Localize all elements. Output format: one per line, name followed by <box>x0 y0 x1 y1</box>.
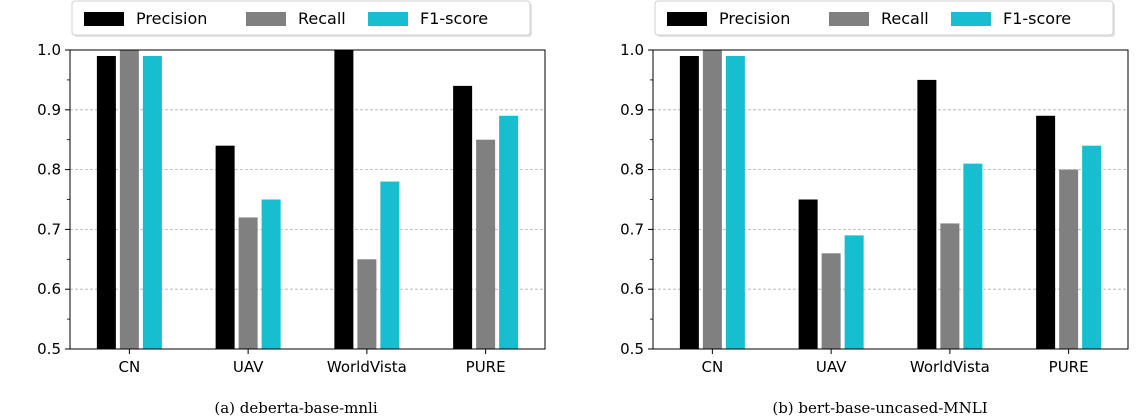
legend-label: Precision <box>719 9 790 28</box>
chart-caption: (b) bert-base-uncased-MNLI <box>772 399 987 417</box>
bar-f1-score <box>844 235 864 349</box>
bar-f1-score <box>1082 145 1102 349</box>
bar-recall <box>476 139 496 349</box>
y-tick-label: 0.9 <box>37 101 61 119</box>
x-tick-label: CN <box>119 358 141 376</box>
bar-recall <box>238 217 258 349</box>
bar-precision <box>1036 115 1056 349</box>
y-tick-label: 0.7 <box>620 220 644 238</box>
bar-recall <box>357 259 377 349</box>
bar-f1-score <box>963 163 983 349</box>
legend: Precision Recall F1-score <box>71 0 532 37</box>
legend-swatch <box>84 12 124 26</box>
bar-recall <box>119 50 139 349</box>
bar-precision <box>917 79 937 350</box>
x-tick-label: UAV <box>233 358 264 376</box>
legend-box <box>71 0 531 36</box>
bar-precision <box>453 85 473 349</box>
chart-panel-a: 0.5 0.6 0.7 0.8 0.9 1.0 CN UAV WorldVista PURE Pre… <box>37 0 546 417</box>
y-tick-label: 0.5 <box>620 340 644 358</box>
plot-frame <box>69 49 546 350</box>
bar-recall <box>1059 169 1079 349</box>
legend-label: Recall <box>881 9 929 28</box>
chart-caption: (a) deberta-base-mnli <box>214 399 377 417</box>
legend-label: Recall <box>298 9 346 28</box>
bar-recall <box>940 223 960 349</box>
legend-label: F1-score <box>420 9 488 28</box>
y-tick-label: 0.5 <box>37 340 61 358</box>
y-tick-label: 0.9 <box>620 101 644 119</box>
x-tick-label: PURE <box>466 358 506 376</box>
bar-f1-score <box>725 55 745 349</box>
legend: Precision Recall F1-score <box>654 0 1115 37</box>
legend-swatch <box>667 12 707 26</box>
plot-frame <box>652 49 1129 350</box>
y-tick-label: 0.7 <box>37 220 61 238</box>
bar-precision <box>679 55 699 349</box>
bar-f1-score <box>142 55 162 349</box>
x-tick-label: WorldVista <box>910 358 990 376</box>
y-tick-label: 1.0 <box>37 41 61 59</box>
y-tick-label: 0.6 <box>37 280 61 298</box>
x-tick-label: PURE <box>1049 358 1089 376</box>
bar-precision <box>334 50 354 349</box>
y-tick-label: 1.0 <box>620 41 644 59</box>
y-tick-label: 0.8 <box>620 161 644 179</box>
bar-recall <box>821 253 841 349</box>
bar-recall <box>702 50 722 349</box>
legend-swatch <box>246 12 286 26</box>
chart-panel-b: 0.5 0.6 0.7 0.8 0.9 1.0 CN UAV WorldVista PURE Pre… <box>620 0 1129 417</box>
bar-f1-score <box>380 181 400 349</box>
x-tick-label: UAV <box>816 358 847 376</box>
legend-box <box>654 0 1114 36</box>
legend-label: Precision <box>136 9 207 28</box>
y-tick-label: 0.6 <box>620 280 644 298</box>
bar-precision <box>96 55 116 349</box>
legend-label: F1-score <box>1003 9 1071 28</box>
bar-f1-score <box>261 199 281 349</box>
bar-precision <box>798 199 818 349</box>
legend-swatch <box>368 12 408 26</box>
bar-f1-score <box>499 115 519 349</box>
legend-swatch <box>951 12 991 26</box>
legend-swatch <box>829 12 869 26</box>
y-tick-label: 0.8 <box>37 161 61 179</box>
x-tick-label: CN <box>702 358 724 376</box>
bar-precision <box>215 145 235 349</box>
x-tick-label: WorldVista <box>327 358 407 376</box>
